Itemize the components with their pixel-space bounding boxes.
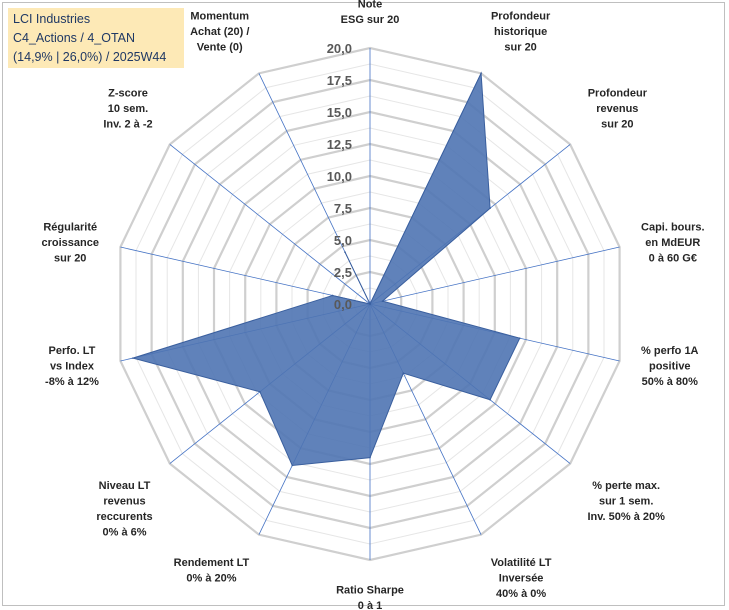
axis-label-line: 40% à 0% <box>496 588 546 600</box>
axis-label-line: 0 à 60 G€ <box>649 253 697 265</box>
axis-label-line: positive <box>649 361 691 373</box>
axis-label-line: Volatilité LT <box>491 557 552 569</box>
axis-label-line: 10 sem. <box>108 103 148 115</box>
axis-label-line: Inv. 2 à -2 <box>103 119 152 131</box>
tick-label: 15,0 <box>327 105 352 120</box>
axis-label: % perte max. sur 1 sem. Inv. 50% à 20% <box>587 480 665 523</box>
tick-label: 0,0 <box>334 297 352 312</box>
tick-label: 5,0 <box>334 233 352 248</box>
axis-label-line: ESG sur 20 <box>341 14 400 26</box>
axis-label: % perfo 1A positive 50% à 80% <box>641 345 699 388</box>
axis-label-line: Régularité <box>43 222 97 234</box>
chart-title-line-1: LCI Industries <box>13 12 91 26</box>
axis-label-line: Perfo. LT <box>49 345 96 357</box>
data-point <box>518 337 521 339</box>
axis-spoke <box>120 246 371 305</box>
axis-label-line: -8% à 12% <box>45 376 99 388</box>
axis-label-line: Achat (20) / <box>190 26 249 38</box>
axis-spoke <box>369 246 620 305</box>
axis-label-line: Momentum <box>190 10 249 22</box>
axis-label-line: historique <box>494 26 547 38</box>
chart-title-box: LCI Industries C4_Actions / 4_OTAN (14,9… <box>8 8 184 68</box>
data-point <box>132 357 134 359</box>
axis-label-line: 0 à 1 <box>358 600 382 610</box>
axis-label-line: Vente (0) <box>197 41 243 53</box>
axis-label-line: Profondeur <box>491 10 551 22</box>
axis-label-line: 0% à 20% <box>186 573 236 585</box>
axis-label-line: sur 20 <box>601 119 633 131</box>
axis-spoke <box>169 144 371 305</box>
axis-label-line: Ratio Sharpe <box>336 585 404 597</box>
axis-label: Momentum Achat (20) / Vente (0) <box>190 10 249 53</box>
axis-label-line: revenus <box>103 495 145 507</box>
axis-label-line: sur 1 sem. <box>599 495 653 507</box>
data-point <box>344 251 346 253</box>
axis-label: Ratio Sharpe 0 à 1 <box>336 585 404 610</box>
chart-title-line-2: C4_Actions / 4_OTAN <box>13 31 136 45</box>
axis-label-line: Note <box>358 0 382 10</box>
axis-label-line: reccurents <box>96 511 152 523</box>
data-point <box>331 294 334 297</box>
axis-label: Niveau LT revenus reccurents 0% à 6% <box>96 480 152 539</box>
axis-label-line: Niveau LT <box>99 480 151 492</box>
axis-label-line: vs Index <box>50 361 95 373</box>
axis-label-line: 50% à 80% <box>642 376 698 388</box>
axis-label-line: Profondeur <box>588 88 648 100</box>
data-point <box>259 390 261 393</box>
axis-label-line: sur 20 <box>504 41 536 53</box>
axis-label: Volatilité LT Inversée 40% à 0% <box>491 557 552 600</box>
axis-label-line: sur 20 <box>54 253 86 265</box>
data-point <box>489 398 491 401</box>
data-point <box>369 456 371 459</box>
axis-label-line: 0% à 6% <box>103 526 147 538</box>
axis-label-line: Z-score <box>108 88 148 100</box>
axis-label-line: Rendement LT <box>174 557 250 569</box>
axis-label: Note ESG sur 20 <box>341 0 400 26</box>
tick-label: 17,5 <box>327 73 352 88</box>
axis-label-line: Capi. bours. <box>641 222 705 234</box>
data-point <box>369 303 371 305</box>
axis-label-line: croissance <box>41 237 98 249</box>
data-point <box>480 72 482 75</box>
data-point <box>402 372 405 374</box>
tick-label: 10,0 <box>327 169 352 184</box>
data-point <box>381 300 384 302</box>
axis-label-line: en MdEUR <box>645 237 700 249</box>
tick-label: 7,5 <box>334 201 352 216</box>
axis-label: Z-score 10 sem. Inv. 2 à -2 <box>103 88 152 131</box>
data-point <box>489 207 491 210</box>
tick-label: 12,5 <box>327 137 352 152</box>
axis-label-line: revenus <box>596 103 638 115</box>
chart-title-line-3: (14,9% | 26,0%) / 2025W44 <box>13 50 167 64</box>
tick-label: 2,5 <box>334 265 352 280</box>
axis-label: Capi. bours. en MdEUR 0 à 60 G€ <box>641 222 705 265</box>
axis-label-line: % perfo 1A <box>641 345 699 357</box>
axis-label: Profondeur historique sur 20 <box>491 10 551 53</box>
axis-label: Profondeur revenus sur 20 <box>588 88 648 131</box>
axis-label: Régularité croissance sur 20 <box>41 222 98 265</box>
tick-label: 20,0 <box>327 41 352 56</box>
axis-label-line: Inversée <box>499 573 544 585</box>
axis-label: Rendement LT 0% à 20% <box>174 557 250 585</box>
axis-label-line: % perte max. <box>592 480 660 492</box>
data-point <box>291 464 294 467</box>
axis-label-line: Inv. 50% à 20% <box>587 511 665 523</box>
axis-label: Perfo. LT vs Index -8% à 12% <box>45 345 99 388</box>
